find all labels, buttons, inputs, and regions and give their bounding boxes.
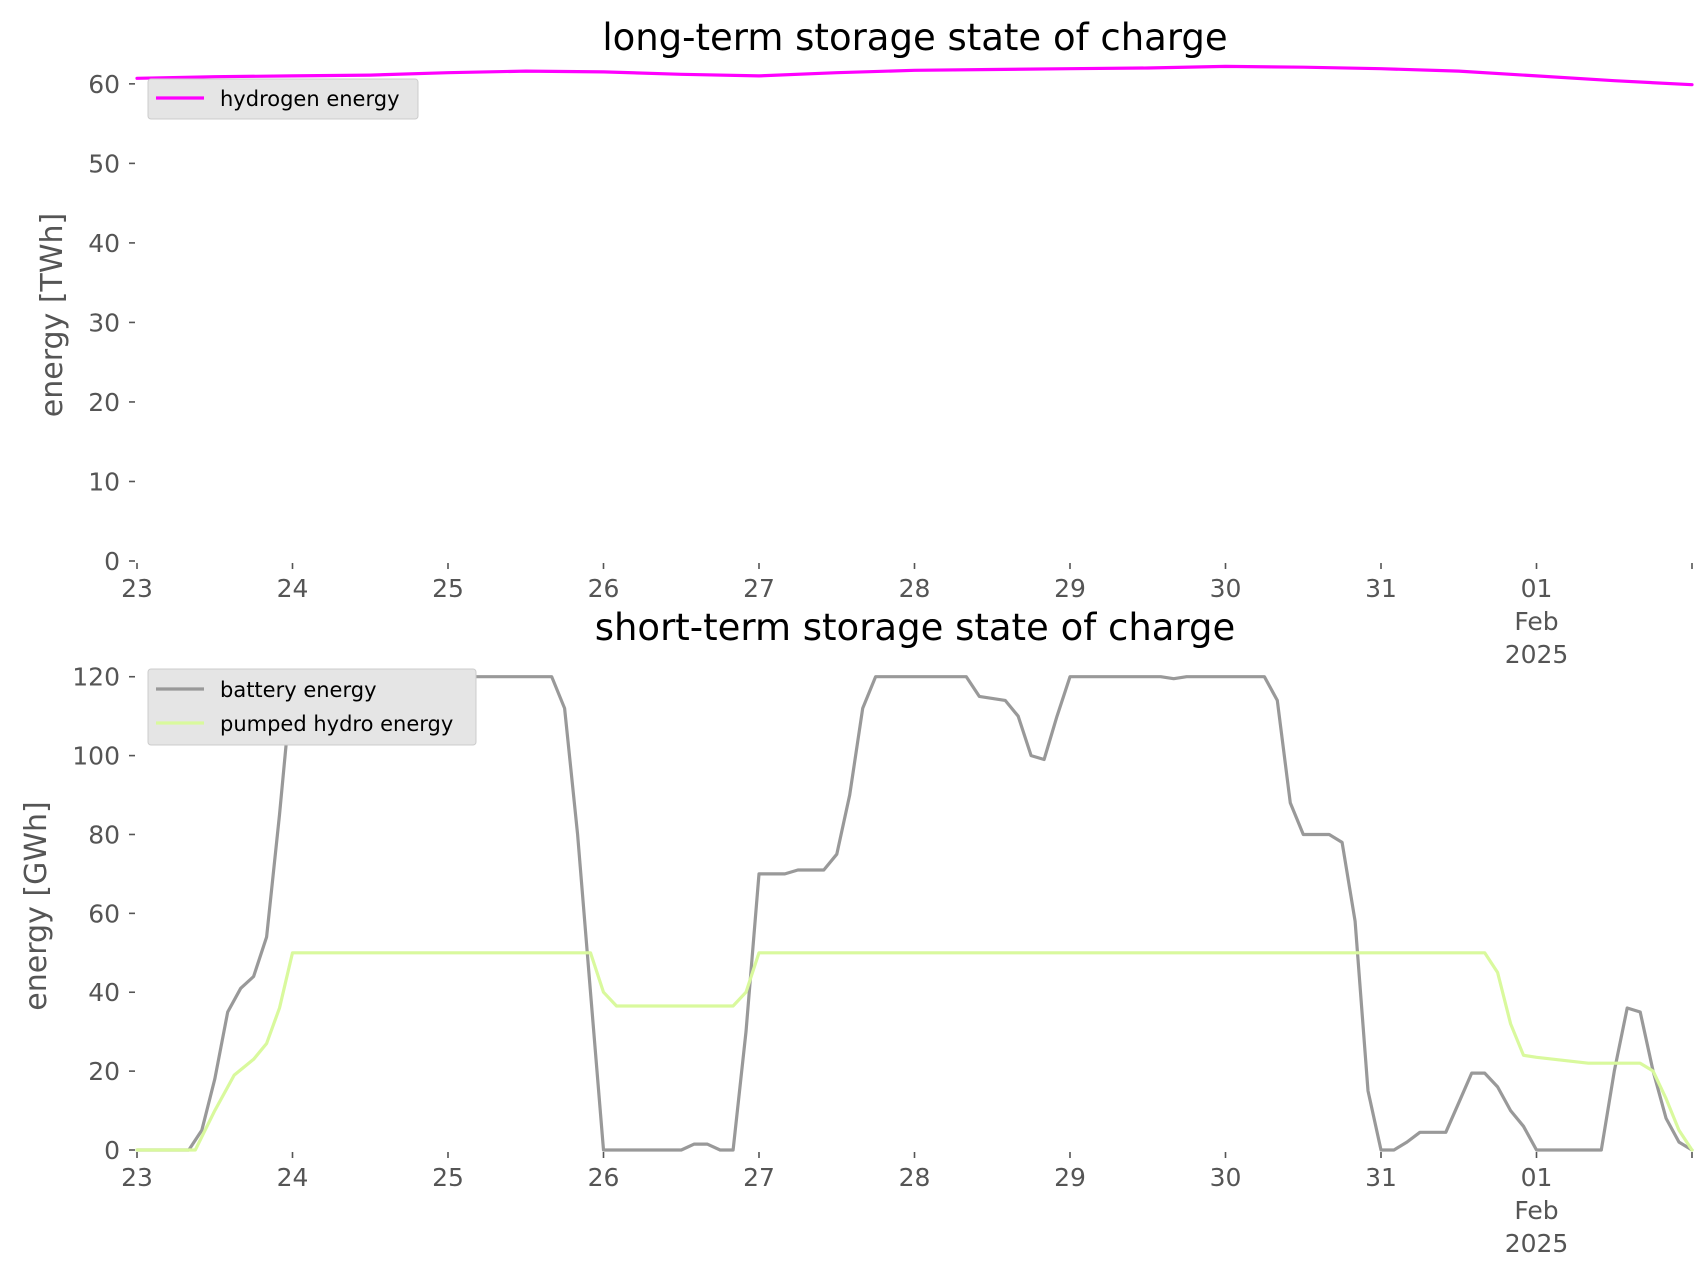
- x-tick-label: 2025: [1505, 1229, 1569, 1258]
- x-tick-label: 31: [1365, 1163, 1397, 1192]
- x-tick-label: 27: [743, 1163, 775, 1192]
- series-line-battery-energy: [135, 675, 1694, 1152]
- x-tick-label: 23: [121, 1163, 153, 1192]
- x-tick-label: 29: [1054, 1163, 1086, 1192]
- x-tick-label: Feb: [1514, 607, 1558, 636]
- y-tick-label: 10: [88, 467, 120, 496]
- y-tick-label: 120: [72, 663, 120, 692]
- x-tick-label: 26: [588, 574, 620, 603]
- x-tick-label: 25: [432, 574, 464, 603]
- x-tick-label: 24: [277, 1163, 309, 1192]
- x-tick-label: 01: [1521, 574, 1553, 603]
- chart-title: long-term storage state of charge: [602, 16, 1227, 59]
- long-term-storage-chart: long-term storage state of charge energy…: [35, 16, 1694, 669]
- y-tick-label: 20: [88, 388, 120, 417]
- x-tick-label: 24: [277, 574, 309, 603]
- y-axis-label: energy [GWh]: [19, 801, 54, 1010]
- chart-title: short-term storage state of charge: [595, 606, 1236, 649]
- y-tick-label: 60: [88, 899, 120, 928]
- legend-label-pumped-hydro: pumped hydro energy: [220, 712, 453, 736]
- x-tick-label: 26: [588, 1163, 620, 1192]
- x-tick-label: 2025: [1505, 640, 1569, 669]
- x-tick-label: 28: [899, 1163, 931, 1192]
- x-tick-label: 30: [1210, 574, 1242, 603]
- x-tick-label: 01: [1521, 1163, 1553, 1192]
- legend-box: [147, 78, 419, 120]
- y-tick-label: 30: [88, 308, 120, 337]
- x-axis: 23 24 25 26 27 28 29 30 31 01 Feb 2025: [121, 1152, 1693, 1258]
- y-tick-label: 100: [72, 742, 120, 771]
- x-tick-label: 28: [899, 574, 931, 603]
- x-tick-label: 23: [121, 574, 153, 603]
- y-tick-label: 80: [88, 820, 120, 849]
- y-axis-label: energy [TWh]: [35, 213, 70, 417]
- y-tick-label: 60: [88, 70, 120, 99]
- legend-label-battery: battery energy: [220, 678, 377, 702]
- series-lines: [135, 675, 1694, 1152]
- x-tick-label: 27: [743, 574, 775, 603]
- y-tick-label: 40: [88, 229, 120, 258]
- x-tick-label: 29: [1054, 574, 1086, 603]
- y-tick-label: 50: [88, 149, 120, 178]
- series-lines: [135, 64, 1694, 87]
- x-tick-label: Feb: [1514, 1196, 1558, 1225]
- series-line-hydrogen-energy: [135, 64, 1694, 87]
- y-tick-label: 0: [104, 1136, 120, 1165]
- legend-box: [147, 668, 477, 746]
- x-tick-label: 25: [432, 1163, 464, 1192]
- legend: battery energy pumped hydro energy: [147, 668, 477, 746]
- legend-label-hydrogen: hydrogen energy: [220, 87, 400, 111]
- y-tick-label: 20: [88, 1057, 120, 1086]
- x-tick-label: 30: [1210, 1163, 1242, 1192]
- x-tick-label: 31: [1365, 574, 1397, 603]
- x-axis: 23 24 25 26 27 28 29 30 31 01 Feb 2025: [121, 563, 1693, 669]
- y-tick-label: 40: [88, 978, 120, 1007]
- y-axis: 0 20 40 60 80 100 120: [72, 663, 135, 1165]
- series-line-pumped-hydro-energy: [135, 951, 1694, 1152]
- y-tick-label: 0: [104, 547, 120, 576]
- y-axis: 0 10 20 30 40 50 60: [88, 70, 135, 576]
- short-term-storage-chart: short-term storage state of charge energ…: [19, 606, 1694, 1258]
- legend: hydrogen energy: [147, 78, 419, 120]
